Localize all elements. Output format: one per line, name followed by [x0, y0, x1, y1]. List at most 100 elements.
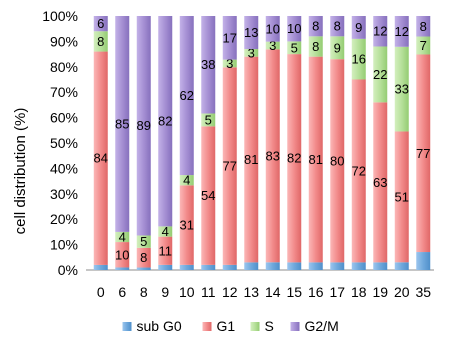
- data-label: 33: [395, 82, 409, 97]
- y-tick-label: 60%: [50, 110, 78, 126]
- bar-segment-sub-g0: [201, 264, 216, 270]
- bar-segment-g1: [179, 185, 194, 265]
- data-label: 51: [395, 189, 409, 204]
- bar-segment-g1: [330, 59, 345, 263]
- x-tick-label: 16: [308, 284, 324, 300]
- data-label: 84: [94, 151, 108, 166]
- bar-segment-g1: [244, 56, 259, 263]
- data-label: 11: [159, 243, 173, 258]
- data-label: 9: [355, 20, 362, 35]
- bar-segment-g2-m: [222, 16, 237, 60]
- y-tick-label: 20%: [50, 211, 78, 227]
- bar-segment-s: [330, 36, 345, 60]
- y-axis-title: cell distribution (%): [12, 108, 29, 235]
- x-tick-label: 12: [222, 284, 238, 300]
- legend: sub G0 G1 S G2/M: [122, 318, 339, 334]
- data-label: 10: [287, 21, 301, 36]
- bar-segment-g2-m: [179, 16, 194, 176]
- data-label: 62: [180, 88, 194, 103]
- bar-segment-sub-g0: [351, 262, 366, 270]
- x-tick-label: 9: [161, 284, 169, 300]
- legend-label-sub-g0: sub G0: [137, 318, 182, 334]
- legend-swatch-g2-m: [290, 322, 300, 331]
- data-label: 9: [334, 40, 341, 55]
- bar-segment-sub-g0: [394, 262, 409, 270]
- data-label: 8: [312, 39, 319, 54]
- bar-segment-g1: [394, 131, 409, 263]
- bar-segment-sub-g0: [222, 264, 237, 270]
- bar-segment-sub-g0: [179, 264, 194, 270]
- data-label: 4: [183, 173, 190, 188]
- bar-segment-g1: [136, 247, 151, 268]
- bar-segment-g1: [158, 236, 173, 265]
- legend-swatch-sub-g0: [122, 322, 132, 331]
- data-label: 63: [373, 175, 387, 190]
- bar-segment-s: [179, 175, 194, 186]
- bar-segment-sub-g0: [265, 262, 280, 270]
- x-tick-label: 0: [97, 284, 105, 300]
- data-label: 5: [140, 234, 147, 249]
- bar-segment-sub-g0: [244, 262, 259, 270]
- data-label: 82: [158, 114, 172, 129]
- bar-segment-g1: [265, 49, 280, 263]
- y-axis-ticks: 0% 10% 20% 30% 40% 50% 60% 70% 80% 90% 100%: [42, 8, 78, 278]
- bar-segment-sub-g0: [136, 267, 151, 270]
- data-label: 22: [373, 67, 387, 82]
- bar-segment-sub-g0: [115, 267, 130, 270]
- x-tick-label: 11: [201, 284, 216, 300]
- bar-segment-g2-m: [115, 16, 130, 232]
- y-tick-label: 90%: [50, 33, 78, 49]
- bar-segment-g2-m: [265, 16, 280, 42]
- bar-segment-s: [136, 235, 151, 248]
- data-label: 10: [115, 247, 129, 262]
- bar-segment-g1: [201, 126, 216, 265]
- data-label: 81: [309, 152, 323, 167]
- x-tick-label: 15: [286, 284, 302, 300]
- bar-segment-g2-m: [416, 16, 431, 37]
- x-tick-label: 10: [179, 284, 195, 300]
- bar-segment-g2-m: [93, 16, 108, 32]
- bar-segment-g1: [115, 242, 130, 268]
- bar-segment-s: [158, 226, 173, 237]
- y-tick-label: 30%: [50, 186, 78, 202]
- legend-label-g2-m: G2/M: [305, 318, 339, 334]
- bar-segment-g2-m: [330, 16, 345, 37]
- x-axis-ticks: 0 6 8 9 10 11 12 13 14 15 16 17 18 19 20 35: [97, 284, 431, 300]
- bar-segment-s: [394, 46, 409, 132]
- data-label: 85: [115, 116, 129, 131]
- bar-segment-s: [308, 36, 323, 57]
- bar-segment-sub-g0: [416, 252, 431, 270]
- bar-segment-g1: [351, 79, 366, 263]
- data-label: 72: [352, 163, 366, 178]
- x-tick-label: 18: [351, 284, 367, 300]
- data-label: 8: [312, 19, 319, 34]
- bar-segment-g1: [93, 51, 108, 265]
- legend-label-g1: G1: [217, 318, 236, 334]
- bar-segment-sub-g0: [93, 264, 108, 270]
- bar-segment-s: [115, 231, 130, 243]
- bar-segment-g1: [222, 67, 237, 265]
- bar-segment-g2-m: [244, 16, 259, 50]
- data-label: 54: [201, 188, 215, 203]
- data-label: 8: [140, 250, 147, 265]
- data-label: 31: [180, 218, 194, 233]
- data-label: 12: [373, 24, 387, 39]
- data-label: 8: [420, 19, 427, 34]
- y-tick-label: 10%: [50, 237, 78, 253]
- data-label: 5: [205, 112, 212, 127]
- bar-segment-sub-g0: [158, 264, 173, 270]
- bar-segment-s: [416, 36, 431, 55]
- bar-segment-s: [93, 31, 108, 52]
- bar-segment-g2-m: [373, 16, 388, 47]
- data-label: 3: [226, 56, 233, 71]
- y-tick-label: 80%: [50, 59, 78, 75]
- bar-segment-s: [201, 113, 216, 127]
- data-label: 89: [137, 118, 151, 133]
- data-label: 3: [269, 38, 276, 53]
- bar-segment-g1: [287, 54, 302, 263]
- bar-segment-sub-g0: [373, 262, 388, 270]
- bar-segment-g2-m: [287, 16, 302, 42]
- data-label: 83: [266, 148, 280, 163]
- data-label: 6: [97, 16, 104, 31]
